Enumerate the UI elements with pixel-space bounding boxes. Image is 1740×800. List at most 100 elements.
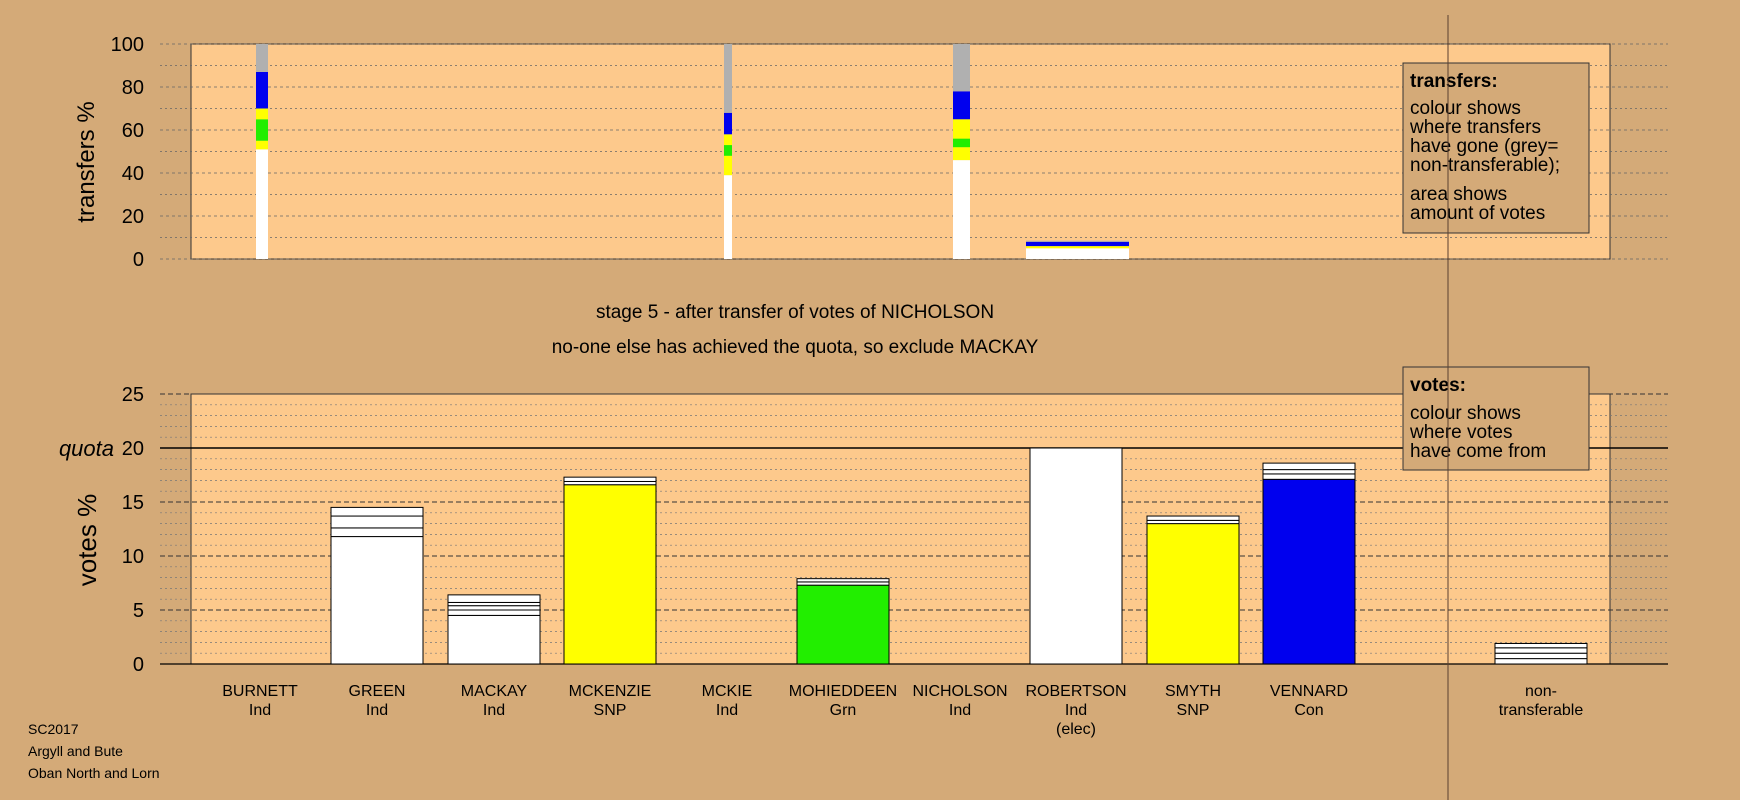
candidate-name: ROBERTSON	[1025, 683, 1126, 700]
transfer-segment	[724, 175, 732, 259]
vote-segment	[563, 476, 657, 482]
y-tick-label: 60	[122, 120, 144, 142]
legend-title: transfers:	[1410, 71, 1498, 92]
candidate-name: non-	[1525, 683, 1557, 700]
candidate-party: Ind	[249, 702, 271, 719]
candidate-name: MCKENZIE	[569, 683, 652, 700]
transfer-segment	[256, 44, 268, 72]
vote-segment	[1262, 478, 1356, 665]
transfer-segment	[953, 160, 970, 259]
candidate-name: MOHIEDDEEN	[789, 683, 897, 700]
y-tick-label: 40	[122, 163, 144, 185]
vote-segment	[1494, 652, 1588, 660]
vote-segment	[447, 594, 541, 603]
transfer-segment	[1026, 240, 1129, 242]
transfer-segment	[724, 112, 732, 135]
legend-line: colour shows	[1410, 98, 1521, 119]
candidate-name: GREEN	[349, 683, 406, 700]
candidate-party: Ind	[716, 702, 738, 719]
legend-line: colour shows	[1410, 403, 1521, 424]
candidate-name: SMYTH	[1165, 683, 1221, 700]
candidate-party: Grn	[830, 702, 857, 719]
transfer-segment	[953, 147, 970, 161]
candidate-party: transferable	[1499, 702, 1584, 719]
transfer-segment	[953, 91, 970, 120]
y-tick-label: 100	[111, 34, 144, 56]
legend-box	[1402, 366, 1590, 471]
votes-plot-area	[190, 393, 1611, 665]
y-tick-label: 20	[122, 206, 144, 228]
legend-title: votes:	[1410, 375, 1466, 396]
y-tick-label: 25	[122, 384, 144, 406]
transfer-segment	[256, 140, 268, 150]
legend-line: area shows	[1410, 184, 1507, 205]
legend-line: where transfers	[1409, 117, 1541, 138]
transfer-segment	[724, 44, 732, 113]
candidate-name: VENNARD	[1270, 683, 1348, 700]
footer-info: SC2017 Argyll and Bute Oban North and Lo…	[28, 718, 160, 784]
candidate-name: MACKAY	[461, 683, 528, 700]
transfer-segment	[724, 155, 732, 176]
transfer-segment	[256, 108, 268, 120]
candidate-party: Con	[1294, 702, 1323, 719]
candidate-party: Ind	[1065, 702, 1087, 719]
vote-segment	[1262, 462, 1356, 471]
legend-line: have come from	[1410, 441, 1546, 462]
vote-segment	[1494, 647, 1588, 654]
y-tick-label: 10	[122, 546, 144, 568]
candidate-party: Ind	[483, 702, 505, 719]
y-tick-label: 5	[133, 600, 144, 622]
votes-panel: 0 5 10 15 20 25 quota votes % BURNETT Ind GREEN Ind…	[59, 366, 1668, 738]
legend-line: where votes	[1409, 422, 1512, 443]
y-axis-label: transfers %	[73, 101, 100, 222]
y-axis-label: votes %	[72, 494, 102, 587]
vote-segment	[1262, 469, 1356, 475]
vote-segment	[330, 506, 424, 517]
vote-segment	[563, 484, 657, 665]
y-tick-label: 80	[122, 77, 144, 99]
transfer-segment	[953, 44, 970, 92]
legend-line: non-transferable);	[1410, 155, 1560, 176]
vote-segment	[1494, 658, 1588, 665]
vote-segment	[1146, 515, 1240, 521]
vote-segment	[330, 527, 424, 538]
vote-segment	[796, 578, 890, 583]
transfer-segment	[724, 145, 732, 156]
transfer-segment	[256, 119, 268, 141]
stage-title: stage 5 - after transfer of votes of NIC…	[596, 302, 994, 323]
transfer-segment	[953, 119, 970, 139]
candidate-party: SNP	[1177, 702, 1210, 719]
candidate-name: MCKIE	[702, 683, 753, 700]
vote-segment	[1029, 447, 1123, 665]
legend-line: amount of votes	[1410, 203, 1545, 224]
legend-line: have gone (grey=	[1410, 136, 1558, 157]
vote-segment	[330, 536, 424, 665]
candidate-name: BURNETT	[222, 683, 298, 700]
candidate-party: Ind	[949, 702, 971, 719]
y-tick-label: 0	[133, 249, 144, 271]
candidate-party: Ind	[366, 702, 388, 719]
vote-segment	[447, 614, 541, 665]
candidate-name: NICHOLSON	[912, 683, 1007, 700]
stage-subtitle: no-one else has achieved the quota, so e…	[552, 337, 1039, 358]
y-tick-label: 20	[122, 438, 144, 460]
transfer-segment	[256, 71, 268, 109]
vote-segment	[1494, 642, 1588, 649]
footer-election: SC2017	[28, 721, 79, 737]
transfer-segment	[1026, 248, 1129, 259]
footer-ward: Oban North and Lorn	[28, 765, 160, 781]
vote-segment	[1146, 523, 1240, 665]
transfer-segment	[1026, 241, 1129, 247]
vote-segment	[447, 609, 541, 616]
vote-segment	[1262, 473, 1356, 480]
footer-council: Argyll and Bute	[28, 743, 123, 759]
vote-segment	[796, 584, 890, 665]
legend-box	[1402, 62, 1590, 234]
transfer-segment	[256, 149, 268, 259]
vote-segment	[447, 605, 541, 611]
transfer-segment	[724, 134, 732, 146]
candidate-party: SNP	[594, 702, 627, 719]
